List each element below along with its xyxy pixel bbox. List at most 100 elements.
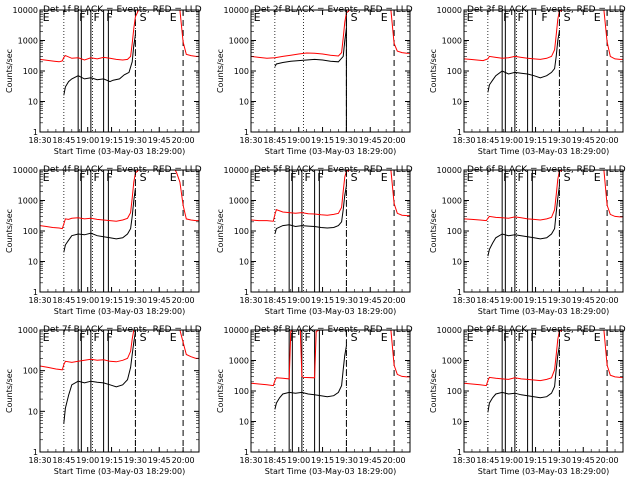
marker-label: F	[79, 331, 85, 344]
x-axis: 18:30 18:45 19:00 19:15 19:30 19:45 20:00	[239, 170, 406, 305]
series-line-black	[63, 35, 136, 96]
x-tick-label: 18:30	[239, 456, 262, 465]
x-tick-label: 19:30	[548, 456, 571, 465]
x-tick-label: 20:00	[383, 136, 406, 145]
y-tick-label: 10	[28, 98, 38, 107]
y-tick-label: 10	[452, 418, 462, 427]
y-axis: 1 10 100 1000 10000	[224, 326, 410, 457]
marker-label: E	[467, 331, 474, 344]
y-tick-label: 1	[33, 448, 38, 457]
x-tick-label: 19:00	[76, 456, 99, 465]
x-tick-label: 19:45	[148, 456, 171, 465]
x-tick-label: 19:30	[335, 136, 358, 145]
marker-label: E	[170, 171, 177, 184]
x-tick-label: 19:45	[148, 136, 171, 145]
marker-label: F	[503, 331, 509, 344]
y-tick-label: 10000	[224, 326, 249, 335]
marker-label: E	[43, 171, 50, 184]
marker-label: E	[170, 11, 177, 24]
series-line-red	[464, 170, 623, 222]
x-tick-label: 18:45	[263, 296, 286, 305]
y-axis: 1 10 100 1000	[18, 326, 199, 457]
marker-label: F	[517, 11, 523, 24]
marker-label: S	[564, 331, 571, 344]
x-axis-title: Start Time (03-May-03 18:29:00)	[478, 467, 609, 476]
marker-label: F	[106, 331, 112, 344]
x-tick-label: 18:30	[452, 296, 475, 305]
y-tick-label: 1	[244, 288, 249, 297]
y-tick-label: 100	[447, 67, 462, 76]
x-tick-label: 18:30	[28, 456, 51, 465]
marker-label: F	[304, 331, 310, 344]
x-axis: 18:30 18:45 19:00 19:15 19:30 19:45 20:00	[28, 10, 195, 145]
y-tick-label: 1	[33, 128, 38, 137]
y-tick-label: 10	[239, 418, 249, 427]
x-axis: 18:30 18:45 19:00 19:15 19:30 19:45 20:00	[452, 170, 619, 305]
x-axis-title: Start Time (03-May-03 18:29:00)	[478, 147, 609, 156]
marker-label: S	[564, 171, 571, 184]
series-line-red	[464, 10, 623, 62]
y-tick-label: 10000	[224, 166, 249, 175]
x-tick-label: 19:30	[124, 296, 147, 305]
marker-label: F	[290, 171, 296, 184]
x-tick-label: 19:45	[572, 456, 595, 465]
y-tick-label: 10000	[13, 166, 38, 175]
x-tick-label: 19:00	[287, 296, 310, 305]
y-tick-label: 1000	[442, 37, 462, 46]
marker-label: F	[106, 171, 112, 184]
marker-label: S	[351, 171, 358, 184]
x-axis-title: Start Time (03-May-03 18:29:00)	[265, 307, 396, 316]
y-axis: 1 10 100 1000 10000	[13, 166, 199, 297]
x-tick-label: 19:30	[548, 136, 571, 145]
marker-label: S	[564, 11, 571, 24]
y-axis: 1 10 100 1000 10000	[224, 166, 410, 297]
x-tick-label: 19:15	[311, 296, 334, 305]
x-tick-label: 18:45	[476, 136, 499, 145]
y-tick-label: 100	[234, 227, 249, 236]
x-tick-label: 19:45	[359, 456, 382, 465]
x-tick-label: 19:15	[311, 456, 334, 465]
y-tick-label: 1000	[18, 197, 38, 206]
y-tick-label: 10	[28, 407, 38, 416]
series-line-black	[274, 185, 347, 235]
y-axis-title: Counts/sec	[216, 369, 225, 413]
marker-label: S	[140, 11, 147, 24]
marker-label: F	[93, 11, 99, 24]
y-tick-label: 1000	[229, 37, 249, 46]
x-tick-label: 20:00	[172, 296, 195, 305]
marker-label: F	[317, 171, 323, 184]
x-tick-label: 18:45	[52, 456, 75, 465]
series-line-red	[251, 10, 410, 59]
marker-label: E	[43, 331, 50, 344]
marker-label: E	[467, 11, 474, 24]
x-tick-label: 19:45	[359, 296, 382, 305]
x-tick-label: 19:00	[287, 456, 310, 465]
x-axis-title: Start Time (03-May-03 18:29:00)	[265, 147, 396, 156]
x-tick-label: 19:15	[100, 456, 123, 465]
x-tick-label: 18:45	[263, 136, 286, 145]
y-axis-title: Counts/sec	[5, 369, 14, 413]
y-tick-label: 10000	[437, 6, 462, 15]
x-tick-label: 19:30	[335, 456, 358, 465]
marker-label: F	[530, 331, 536, 344]
series-line-black	[274, 345, 347, 410]
x-axis: 18:30 18:45 19:00 19:15 19:30 19:45 20:00	[28, 170, 195, 305]
x-axis-title: Start Time (03-May-03 18:29:00)	[54, 147, 185, 156]
marker-label: F	[530, 171, 536, 184]
x-tick-label: 18:30	[239, 296, 262, 305]
x-axis: 18:30 18:45 19:00 19:15 19:30 19:45 20:00	[28, 330, 195, 465]
x-axis: 18:30 18:45 19:00 19:15 19:30 19:45 20:00	[452, 330, 619, 465]
x-tick-label: 19:15	[100, 296, 123, 305]
marker-label: S	[140, 331, 147, 344]
x-axis-title: Start Time (03-May-03 18:29:00)	[54, 467, 185, 476]
y-tick-label: 100	[23, 67, 38, 76]
marker-label: F	[79, 171, 85, 184]
marker-label: E	[254, 331, 261, 344]
y-tick-label: 100	[447, 387, 462, 396]
